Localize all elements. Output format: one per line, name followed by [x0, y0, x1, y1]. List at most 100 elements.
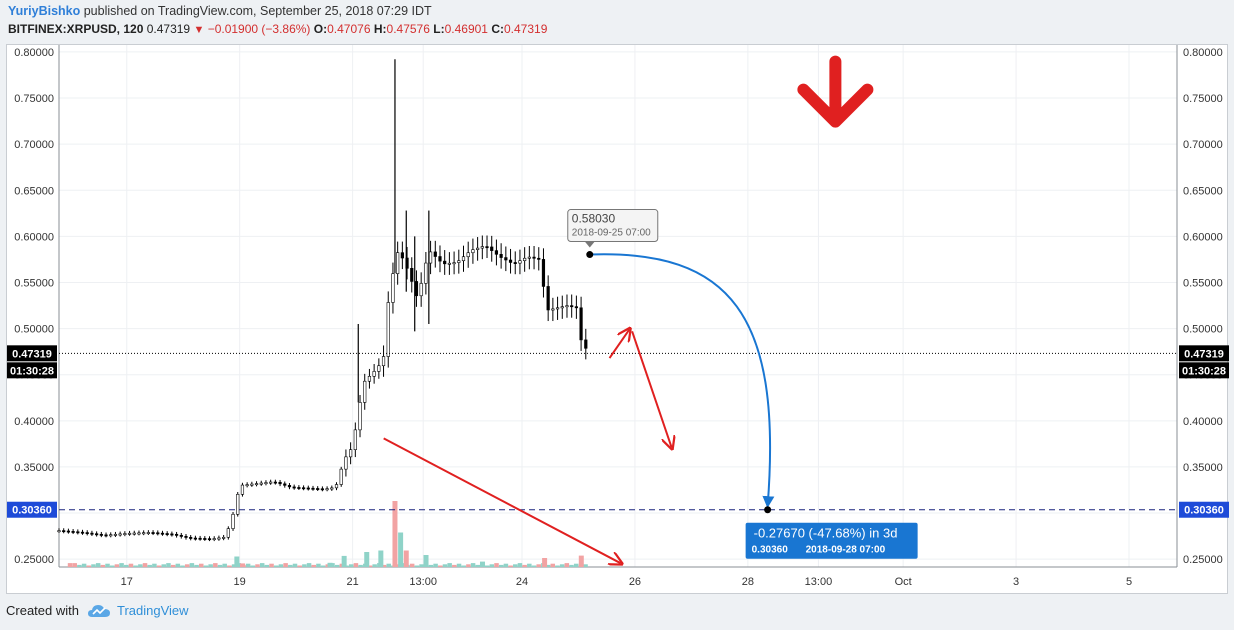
candle-body [170, 533, 174, 536]
candle-body [532, 256, 536, 259]
y-tick-label-left: 0.50000 [14, 324, 54, 336]
y-tick-label-right: 0.50000 [1183, 324, 1223, 336]
volume-bar [517, 563, 523, 567]
candle-body [541, 259, 546, 287]
symbol-info: BITFINEX:XRPUSD, 120 0.47319 ▼ −0.01900 … [8, 22, 547, 36]
y-tick-label-right: 0.70000 [1183, 139, 1223, 151]
candle-body [466, 252, 470, 258]
author-link[interactable]: YuriyBishko [8, 4, 81, 18]
volume-bar [288, 564, 293, 567]
y-tick-label-left: 0.70000 [14, 139, 54, 151]
volume-bar [414, 565, 420, 567]
price-chart[interactable]: 0.80000 0.80000 0.75000 0.75000 0.70000 0.700… [7, 45, 1229, 595]
x-tick-label: 13:00 [409, 576, 437, 588]
high-value: 0.47576 [386, 22, 430, 36]
volume-bar [297, 565, 302, 567]
red-trend-arrow [631, 331, 672, 447]
candle-body [99, 533, 103, 536]
x-tick-label: 17 [121, 576, 133, 588]
candle-body [137, 532, 141, 535]
volume-bar [484, 565, 490, 567]
candle-body [236, 494, 240, 515]
low-label: L: [433, 22, 445, 36]
countdown-label-left: 01:30:28 [10, 365, 54, 377]
candle-body [523, 257, 527, 261]
volume-bar [513, 564, 518, 567]
close-label: C: [491, 22, 504, 36]
candle-body [570, 305, 574, 308]
volume-bar [203, 565, 209, 567]
open-label: O: [313, 22, 328, 36]
x-tick-label: 5 [1126, 576, 1132, 588]
measure-end-point [764, 506, 772, 514]
volume-bar [124, 564, 129, 567]
candle-body [560, 306, 564, 309]
volume-bar [292, 563, 298, 567]
x-tick-label: 19 [234, 576, 246, 588]
candle-body [198, 537, 202, 540]
start-tooltip-pointer [584, 241, 595, 248]
volume-bar [213, 563, 218, 567]
volume-bar [119, 563, 124, 567]
candle-body [330, 487, 334, 490]
measure-end-date: 2018-09-28 07:00 [806, 545, 886, 556]
candle-body [438, 256, 442, 262]
volume-bar [166, 563, 171, 567]
y-tick-label-right: 0.25000 [1183, 554, 1223, 566]
candle-body [499, 254, 503, 258]
volume-bar [392, 501, 398, 567]
volume-bar [72, 563, 77, 567]
volume-bar [255, 564, 260, 567]
volume-bar [531, 565, 537, 567]
volume-bar [564, 563, 570, 567]
x-tick-label: 24 [516, 576, 528, 588]
x-tick-label: 26 [629, 576, 641, 588]
current-price-badge-right [1179, 345, 1229, 362]
candle-body [193, 537, 198, 540]
chart-panel[interactable]: 0.80000 0.80000 0.75000 0.75000 0.70000 0.700… [6, 44, 1229, 595]
candle-body [325, 488, 329, 491]
candle-body [301, 487, 306, 490]
volume-bar [320, 565, 326, 567]
red-trend-arrow [608, 330, 630, 359]
candle-body [396, 252, 400, 274]
volume-bar [456, 563, 462, 567]
candle-body [358, 402, 362, 431]
candle-body [226, 528, 230, 538]
price-change: −0.01900 (−3.86%) [207, 22, 311, 36]
candle-body [156, 532, 160, 535]
volume-bar [573, 563, 579, 567]
y-tick-label-left: 0.80000 [14, 47, 54, 59]
volume-bar [358, 564, 363, 567]
volume-bar [508, 565, 513, 567]
volume-bar [306, 563, 312, 567]
open-value: 0.47076 [327, 22, 371, 36]
volume-bar [245, 563, 251, 567]
volume-bar [479, 561, 485, 567]
candle-body [142, 532, 146, 535]
volume-bar [161, 564, 167, 567]
big-down-arrow-icon [797, 55, 874, 128]
candle-body [518, 260, 522, 264]
candle-body [537, 257, 541, 260]
volume-bar [91, 564, 96, 567]
volume-bar [208, 564, 213, 567]
candle-body [278, 481, 282, 485]
candle-body [113, 533, 118, 536]
candle-body [292, 486, 296, 489]
high-label: H: [373, 22, 387, 36]
candle-body [579, 307, 583, 341]
candle-body [306, 487, 310, 490]
y-tick-label-right: 0.35000 [1183, 462, 1223, 474]
candle-body [471, 249, 475, 254]
volume-bar [86, 565, 92, 567]
candle-body [574, 306, 578, 309]
tradingview-brand-link[interactable]: TradingView [116, 603, 189, 618]
candle-body [508, 259, 513, 263]
candle-body [222, 536, 226, 539]
start-price-value: 0.58030 [572, 212, 616, 226]
volume-bar [569, 564, 574, 567]
footer: Created with TradingView [6, 603, 189, 618]
candle-body [76, 531, 80, 534]
candle-body [250, 483, 254, 486]
